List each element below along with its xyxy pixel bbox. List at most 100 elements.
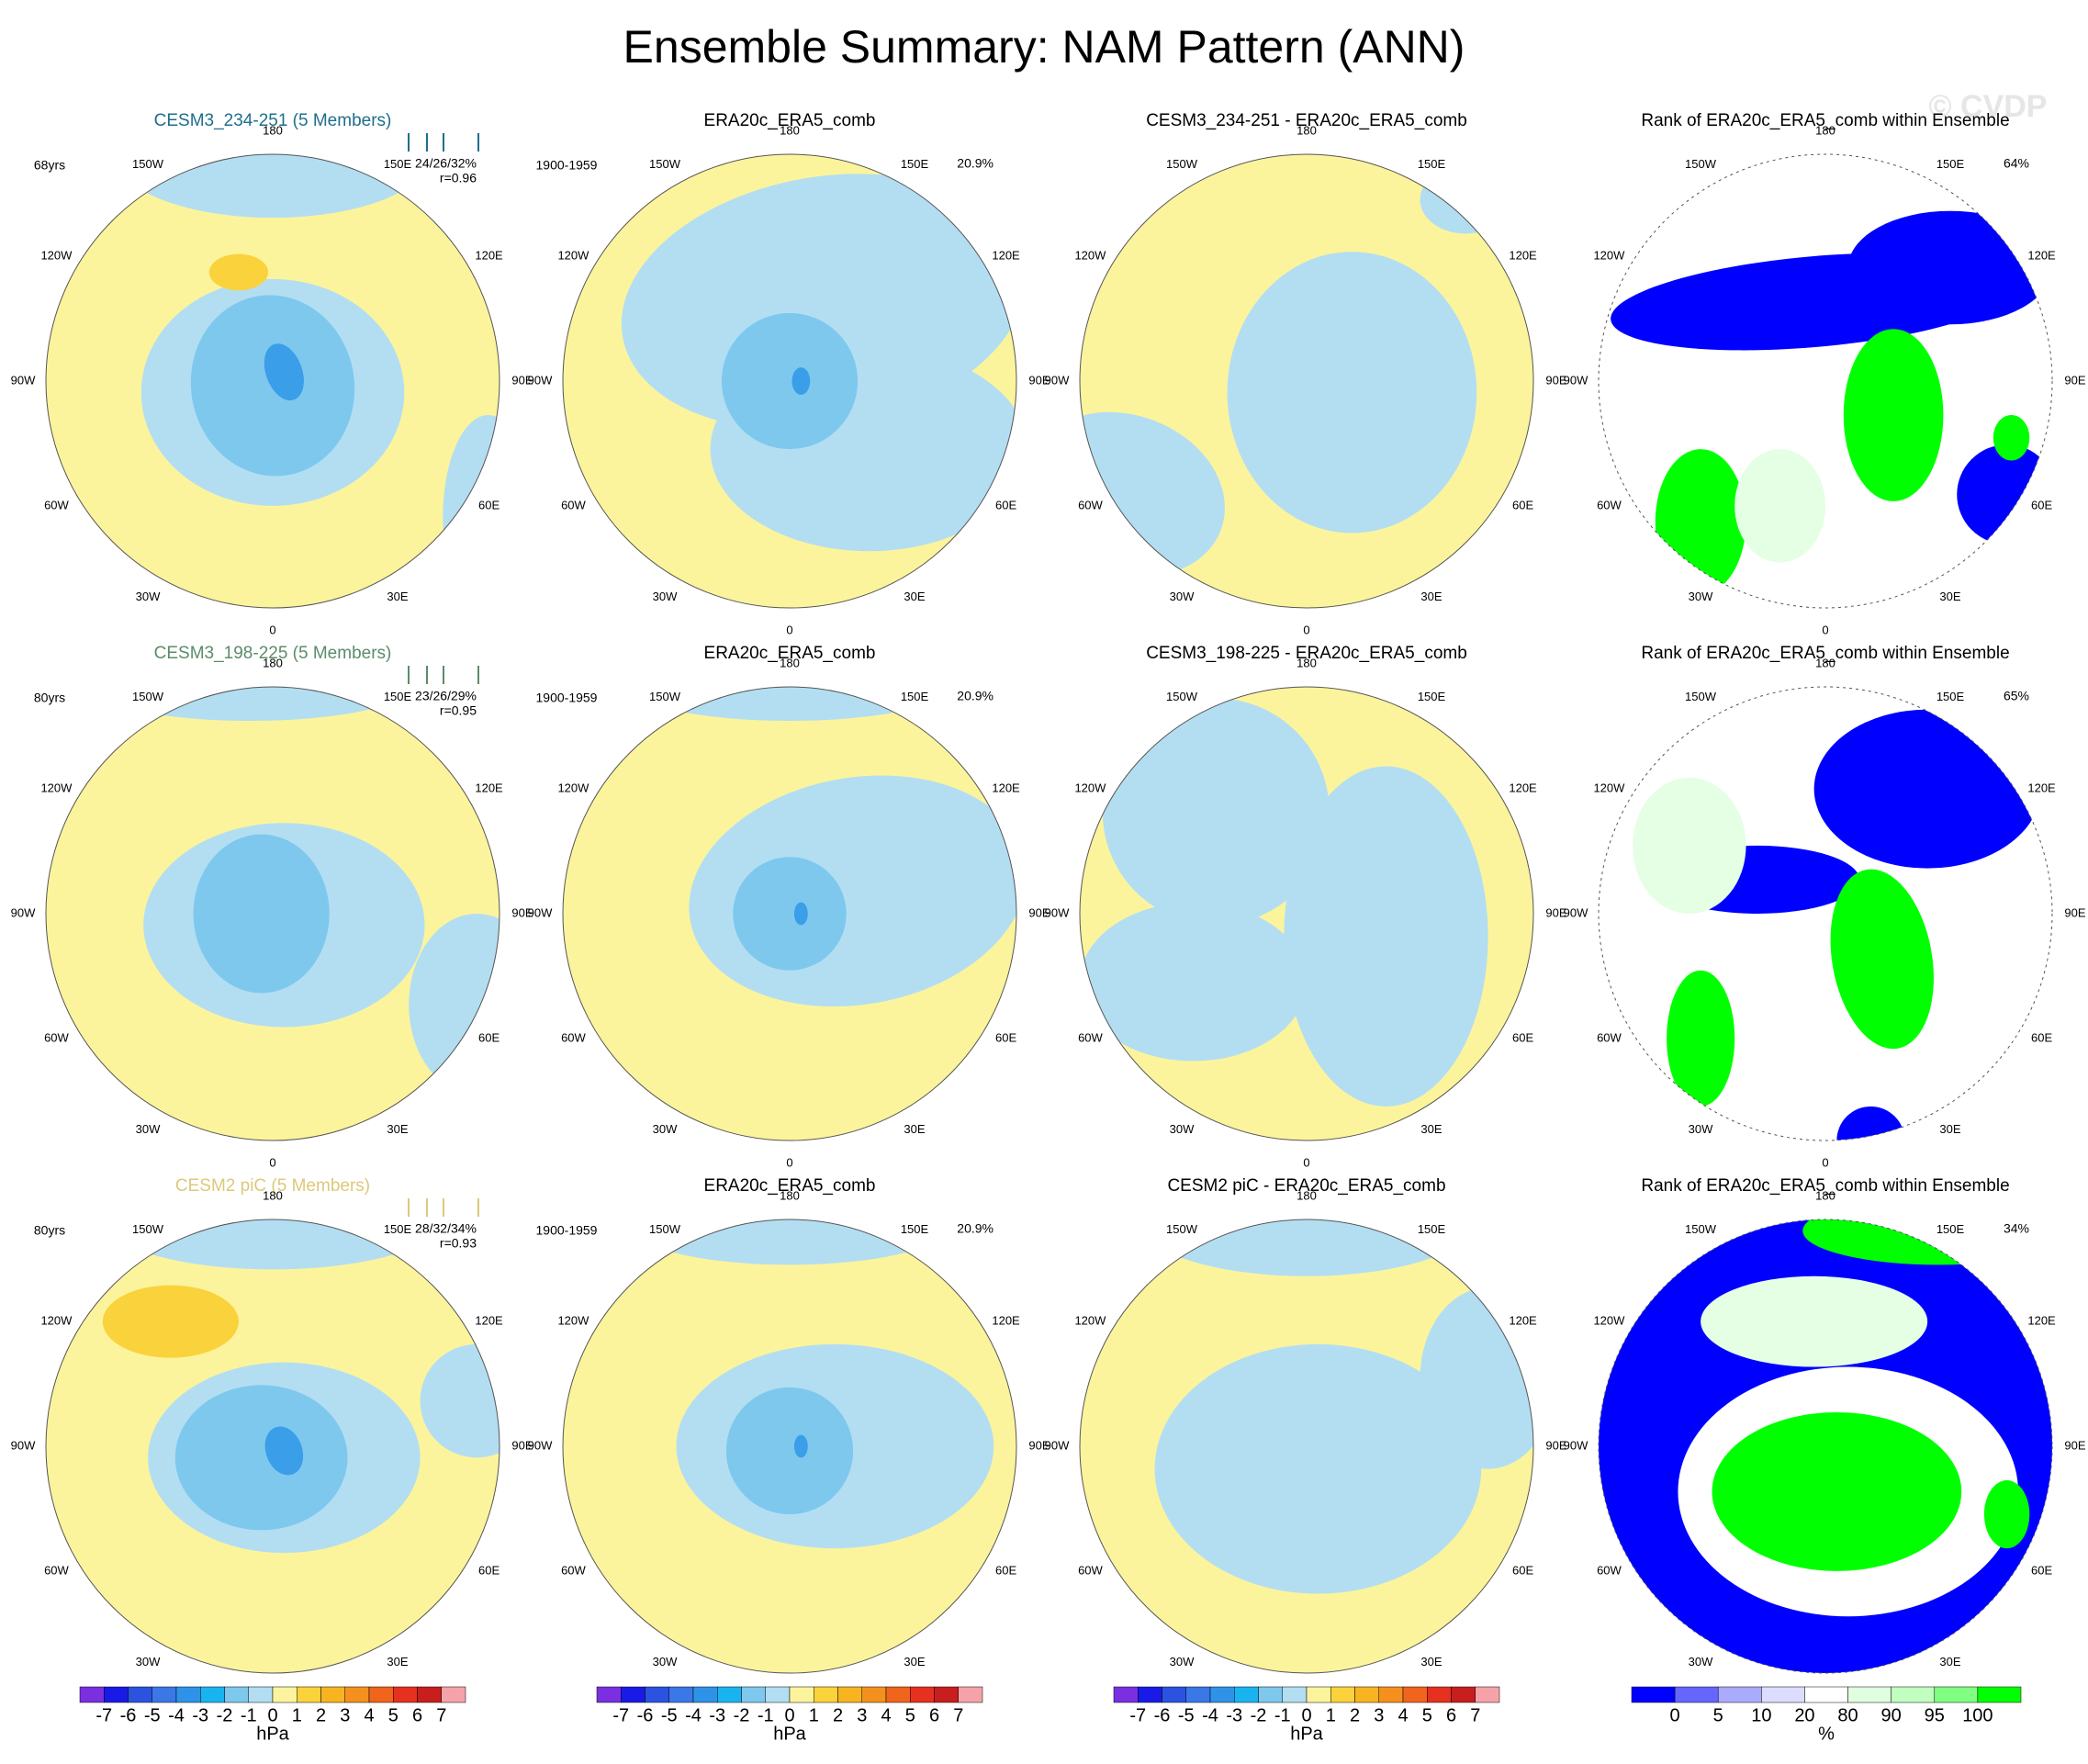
colorbar-box	[417, 1686, 442, 1703]
longitude-label: 0	[786, 1155, 792, 1169]
longitude-label: 120W	[557, 248, 589, 262]
map-region	[1633, 777, 1746, 915]
map	[1080, 1219, 1533, 1673]
colorbar-label: 95	[1925, 1705, 1945, 1725]
longitude-label: 30W	[136, 1655, 161, 1668]
longitude-label: 90W	[1045, 1438, 1070, 1452]
colorbar-box	[1378, 1686, 1404, 1703]
colorbar-box	[297, 1686, 321, 1703]
longitude-label: 90W	[11, 373, 36, 387]
longitude-label: 120W	[1074, 248, 1106, 262]
colorbar-box	[789, 1686, 814, 1703]
colorbar-label: 2	[316, 1705, 326, 1725]
longitude-label: 0	[1822, 1155, 1828, 1169]
longitude-label: 90W	[528, 373, 553, 387]
colorbar-label: 90	[1881, 1705, 1902, 1725]
colorbar-label: -2	[1251, 1705, 1267, 1725]
longitude-label: 60E	[478, 1563, 500, 1577]
longitude-label: 150E	[384, 1222, 412, 1236]
map-region	[1667, 970, 1735, 1107]
map	[46, 154, 500, 608]
colorbar-label: 4	[1398, 1705, 1408, 1725]
colorbar-box	[1138, 1686, 1162, 1703]
colorbar-box	[861, 1686, 887, 1703]
colorbar-label: -7	[95, 1705, 112, 1725]
longitude-label: 120W	[1593, 248, 1625, 262]
colorbar-label: -3	[1226, 1705, 1242, 1725]
longitude-label: 150W	[1166, 690, 1198, 703]
colorbar-label: 2	[1350, 1705, 1360, 1725]
map	[1080, 687, 1533, 1140]
stat-label: 64%	[2004, 156, 2029, 171]
longitude-label: 60W	[44, 498, 69, 511]
map-region	[420, 1343, 500, 1458]
colorbar-box	[621, 1686, 645, 1703]
colorbar-box	[272, 1686, 297, 1703]
colorbar-box	[741, 1686, 766, 1703]
longitude-label: 0	[786, 623, 792, 636]
colorbar-label: -7	[612, 1705, 629, 1725]
map	[1080, 154, 1533, 608]
longitude-label: 30E	[1939, 1655, 1960, 1668]
colorbar-box	[934, 1686, 959, 1703]
longitude-label: 90W	[1045, 373, 1070, 387]
colorbar-box	[1306, 1686, 1331, 1703]
longitude-label: 90W	[11, 905, 36, 919]
longitude-label: 150E	[901, 690, 929, 703]
map-outline	[562, 153, 1017, 609]
longitude-label: 120E	[1509, 781, 1537, 794]
colorbar-label: -4	[1202, 1705, 1218, 1725]
panel-title: ERA20c_ERA5_comb	[704, 111, 876, 130]
map-region	[1420, 165, 1511, 234]
colorbar-label: 5	[905, 1705, 915, 1725]
longitude-label: 120E	[475, 781, 503, 794]
longitude-label: 180	[263, 123, 283, 137]
longitude-label: 120E	[475, 1313, 503, 1327]
colorbar-label: 5	[388, 1705, 399, 1725]
colorbar-box	[837, 1686, 862, 1703]
longitude-label: 60W	[1597, 1563, 1622, 1577]
longitude-label: 60W	[561, 1563, 586, 1577]
map	[46, 687, 500, 1140]
map-region	[733, 857, 847, 971]
map-region	[1843, 329, 1944, 501]
longitude-label: 60E	[995, 498, 1016, 511]
longitude-label: 120W	[40, 248, 73, 262]
longitude-label: 90E	[511, 373, 533, 387]
map-region	[619, 1219, 960, 1265]
map-region	[1847, 210, 2052, 325]
longitude-label: 150E	[1936, 1222, 1965, 1236]
longitude-label: 60W	[44, 1030, 69, 1044]
longitude-label: 120E	[992, 781, 1020, 794]
colorbar-unit: hPa	[773, 1724, 806, 1744]
longitude-label: 120W	[557, 781, 589, 794]
longitude-label: 60W	[561, 498, 586, 511]
map-region	[264, 1426, 304, 1476]
map-outline	[1079, 686, 1534, 1141]
colorbar-label: 6	[929, 1705, 939, 1725]
longitude-label: 90E	[511, 905, 533, 919]
longitude-label: 0	[1303, 1155, 1309, 1169]
colorbar-unit: hPa	[1290, 1724, 1323, 1744]
colorbar-label: 0	[1670, 1705, 1680, 1725]
map-region	[1734, 449, 1825, 563]
longitude-label: 60W	[1597, 1030, 1622, 1044]
colorbar-label: -1	[241, 1705, 257, 1725]
colorbar-box	[1717, 1686, 1762, 1703]
longitude-label: 60E	[1512, 1030, 1533, 1044]
longitude-label: 60E	[1512, 1563, 1533, 1577]
map-region	[1993, 415, 2030, 461]
colorbar-unit: hPa	[256, 1724, 289, 1744]
longitude-label: 60W	[1078, 1030, 1103, 1044]
longitude-label: 120E	[1509, 248, 1537, 262]
longitude-label: 60W	[1078, 1563, 1103, 1577]
colorbar-box	[717, 1686, 742, 1703]
colorbar-box	[200, 1686, 225, 1703]
map-region	[443, 415, 500, 608]
longitude-label: 30E	[904, 1122, 925, 1136]
period-label: 80yrs	[34, 691, 65, 705]
longitude-label: 150E	[384, 690, 412, 703]
period-label: 68yrs	[34, 158, 65, 173]
colorbar-label: -3	[709, 1705, 725, 1725]
longitude-label: 150E	[1936, 690, 1965, 703]
